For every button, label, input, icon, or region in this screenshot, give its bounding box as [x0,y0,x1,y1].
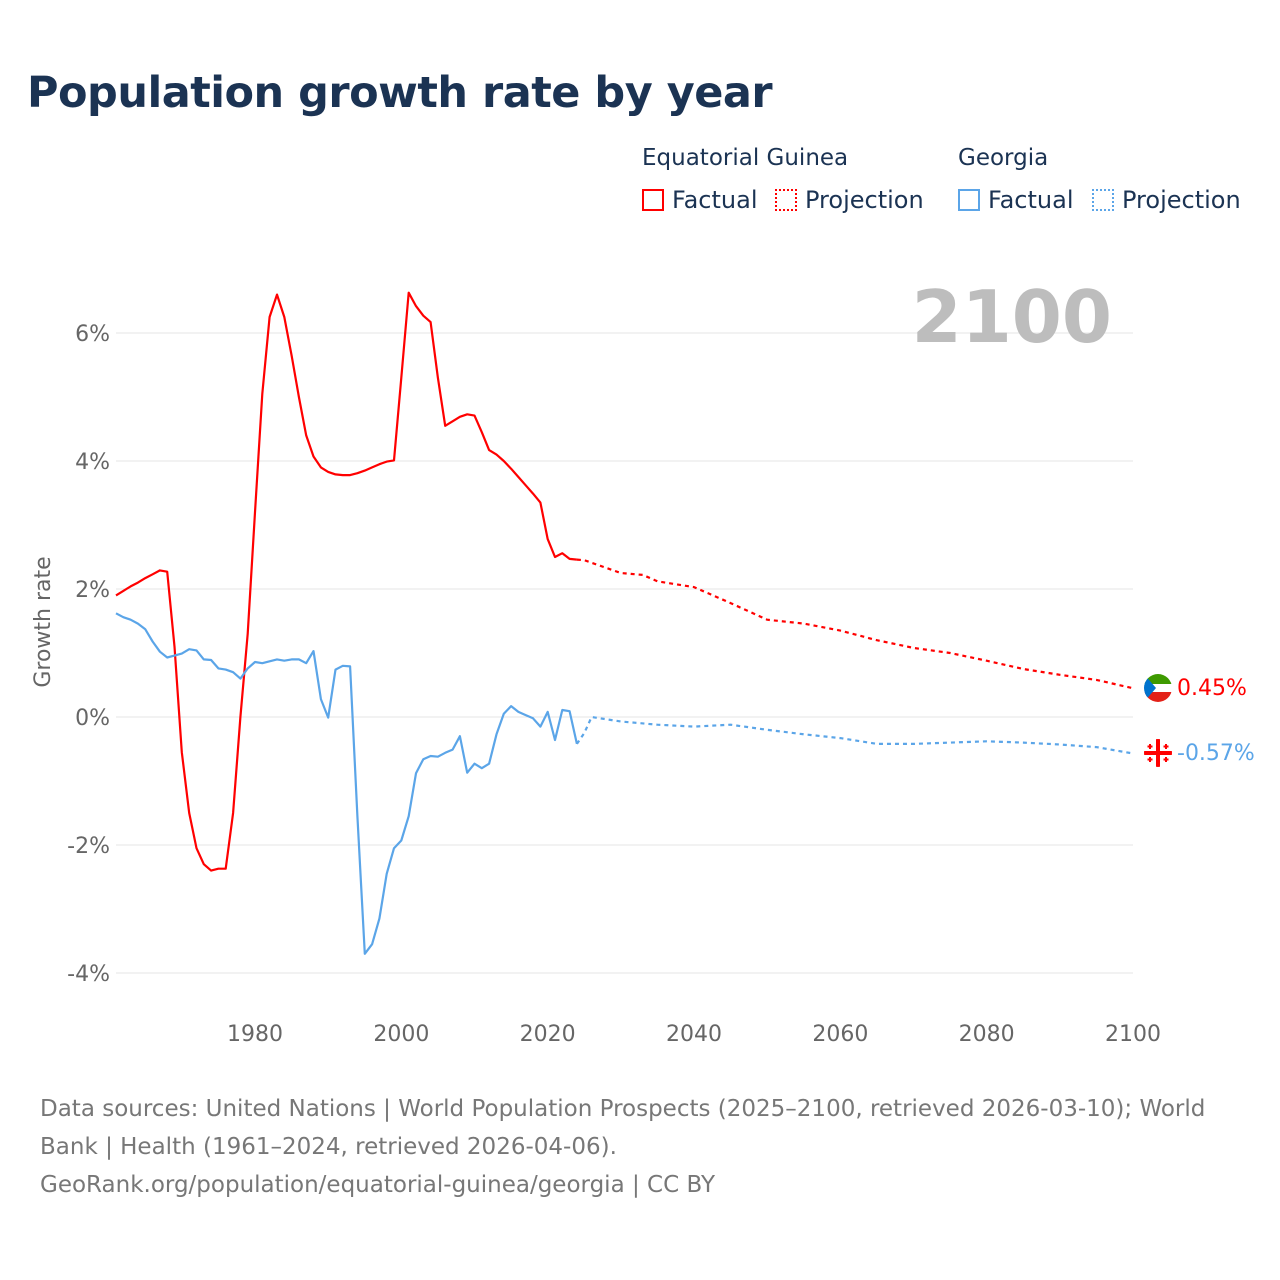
y-tick-label: 2% [75,578,110,603]
end-label-eq-guinea: 0.45% [1177,676,1247,701]
legend-swatch [1092,189,1114,211]
plot-area: 6% 4% 2% 0% -2% -4% 1980 2000 2020 2040 2060 2080 21… [31,275,1255,1047]
georgia-flag-icon [1144,739,1172,767]
x-tick-label: 2040 [666,1022,722,1047]
legend-georgia-projection[interactable]: Projection [1092,186,1241,214]
footer: Data sources: United Nations | World Pop… [40,1090,1240,1204]
legend-eq-guinea-factual[interactable]: Factual [642,186,758,214]
legend-georgia-factual[interactable]: Factual [958,186,1074,214]
data-sources: Data sources: United Nations | World Pop… [40,1096,1206,1160]
legend-label: Projection [1122,186,1241,214]
x-tick-label: 2000 [373,1022,429,1047]
year-label: 2100 [912,275,1112,359]
x-tick-label: 2080 [959,1022,1015,1047]
series-line-georgia-factual [115,612,578,955]
x-tick-label: 2020 [520,1022,576,1047]
y-tick-label: 4% [75,450,110,475]
series-line-georgia-projection [575,715,1134,755]
series-line-equatorial-guinea-factual [115,291,578,872]
chart-title: Population growth rate by year [27,68,773,118]
eq-guinea-flag-icon [1144,674,1172,702]
x-tick-label: 1980 [227,1022,283,1047]
y-axis-title: Growth rate [31,556,56,687]
y-tick-label: 0% [75,706,110,731]
series-line-equatorial-guinea-projection [576,558,1134,690]
x-tick-label: 2060 [812,1022,868,1047]
legend-swatch [642,189,664,211]
legend-eq-guinea-projection[interactable]: Projection [775,186,924,214]
legend-group-eq-guinea: Equatorial Guinea [642,145,849,171]
y-tick-label: 6% [75,322,110,347]
legend-label: Factual [988,186,1074,214]
y-tick-label: -4% [67,962,110,987]
legend-label: Factual [672,186,758,214]
legend-swatch [958,189,980,211]
source-link[interactable]: GeoRank.org/population/equatorial-guinea… [40,1172,716,1198]
legend-label: Projection [805,186,924,214]
legend-swatch [775,189,797,211]
y-tick-label: -2% [67,834,110,859]
x-tick-label: 2100 [1105,1022,1161,1047]
end-label-georgia: -0.57% [1177,741,1255,766]
legend-group-georgia: Georgia [958,145,1049,171]
